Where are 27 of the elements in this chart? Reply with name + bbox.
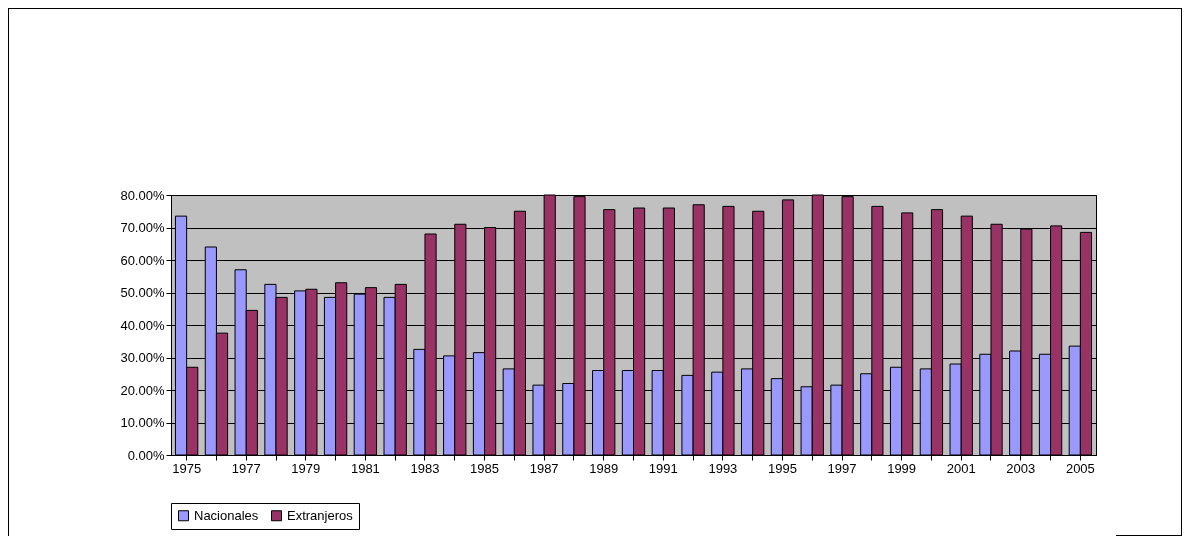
x-tick-label: 1977 <box>231 460 261 476</box>
legend-label: Nacionales <box>194 507 259 523</box>
x-tick-label: 1989 <box>589 460 619 476</box>
y-tick-label: 80.00% <box>120 187 165 203</box>
x-tick-label: 1999 <box>887 460 917 476</box>
x-tick-label: 1995 <box>767 460 797 476</box>
legend-label: Extranjeros <box>287 507 354 523</box>
y-tick-label: 50.00% <box>120 285 165 300</box>
x-tick-label: 1997 <box>827 460 857 476</box>
x-tick-label: 1987 <box>529 460 559 476</box>
x-tick-label: 1983 <box>410 460 440 476</box>
x-tick-label: 1991 <box>648 460 678 476</box>
x-tick-label: 1981 <box>350 460 380 476</box>
x-tick-label: 1985 <box>470 460 500 476</box>
x-tick-label: 1979 <box>291 460 321 476</box>
y-tick-label: 0.00% <box>127 447 165 463</box>
x-tick-label: 1975 <box>172 460 202 476</box>
y-tick-label: 20.00% <box>120 382 165 398</box>
y-tick-label: 40.00% <box>120 317 165 333</box>
x-tick-label: 2001 <box>946 460 976 476</box>
y-tick-label: 60.00% <box>120 252 165 268</box>
x-tick-label: 2005 <box>1065 460 1095 476</box>
x-tick-label: 2003 <box>1006 460 1036 476</box>
y-tick-label: 10.00% <box>120 415 165 430</box>
y-tick-label: 30.00% <box>120 350 165 365</box>
y-tick-label: 70.00% <box>120 220 165 235</box>
x-tick-label: 1993 <box>708 460 738 476</box>
